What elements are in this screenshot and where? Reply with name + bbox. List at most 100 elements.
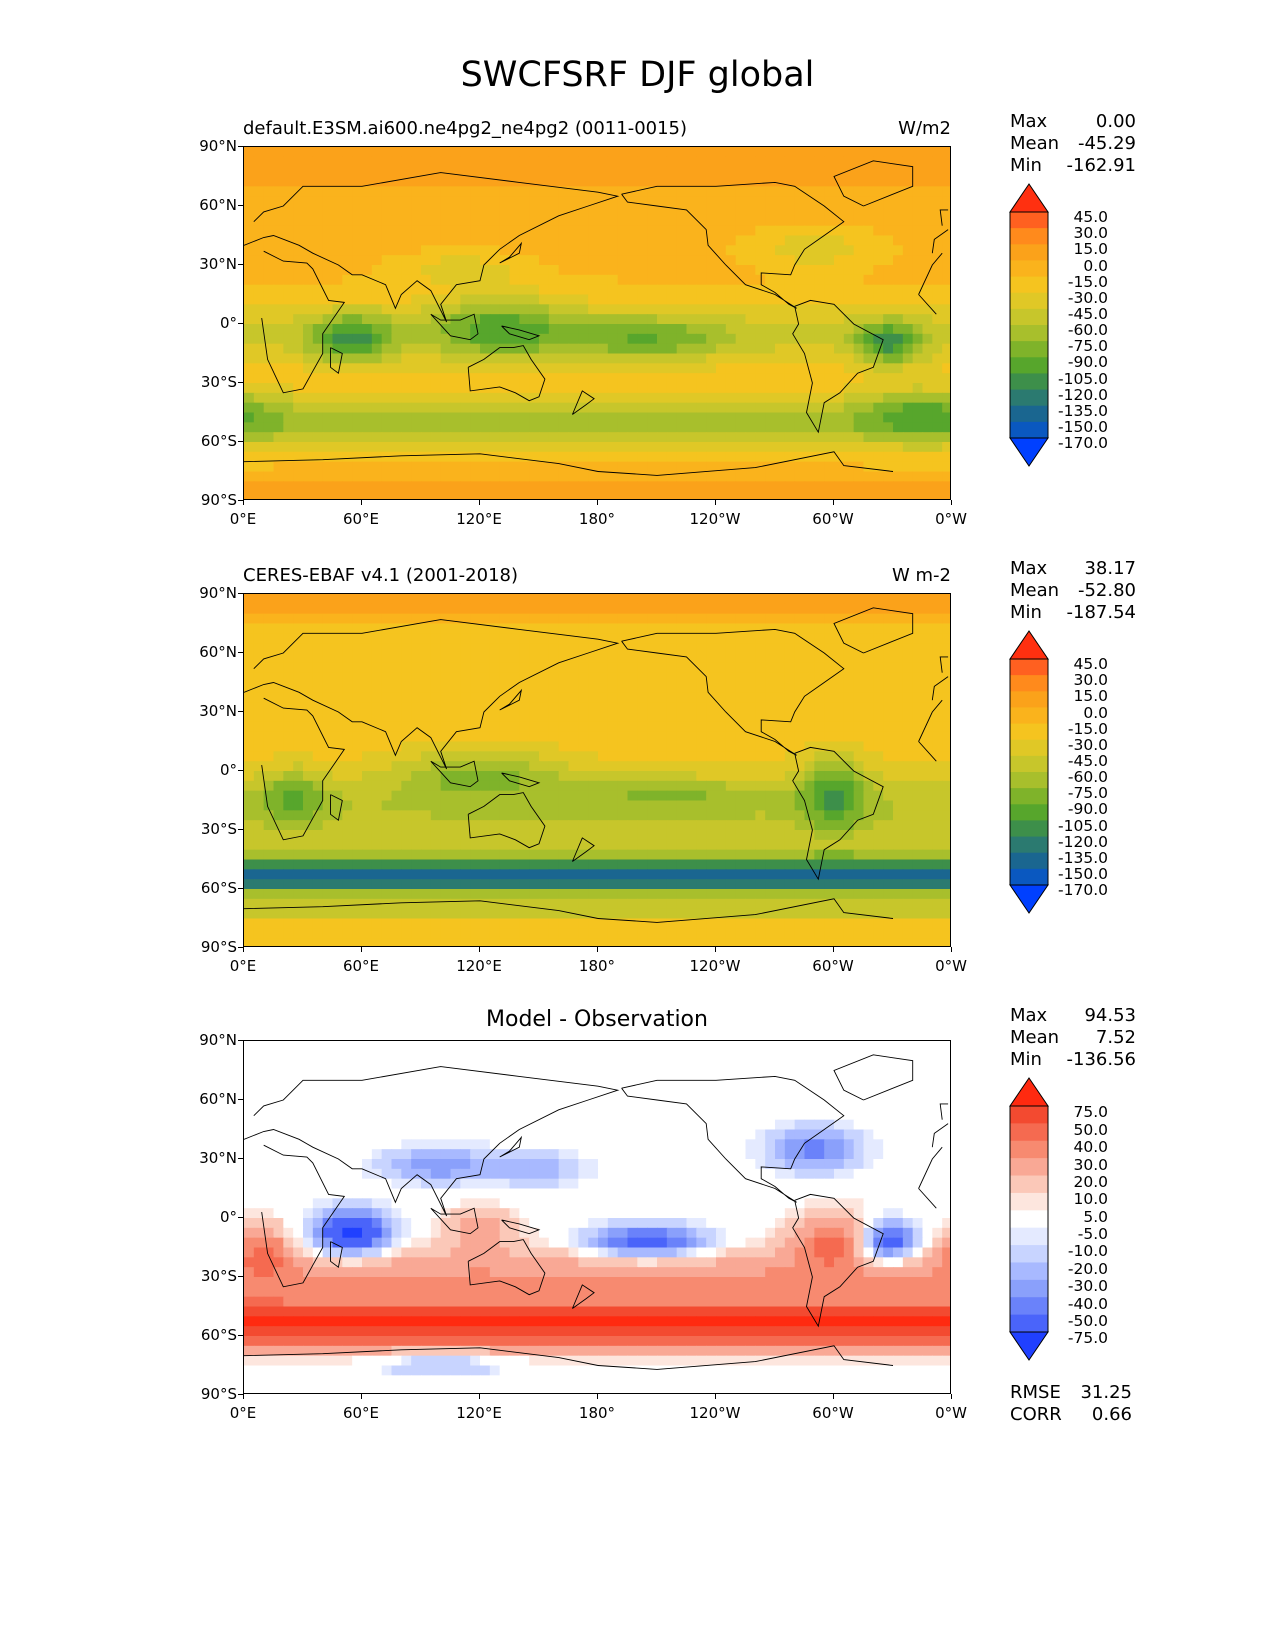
panel-0-title: default.E3SM.ai600.ne4pg2_ne4pg2 (0011-0… bbox=[243, 118, 688, 139]
field-cell bbox=[489, 373, 501, 384]
field-cell bbox=[843, 869, 855, 880]
field-cell bbox=[912, 702, 924, 713]
field-cell bbox=[391, 830, 402, 841]
field-cell bbox=[509, 879, 520, 890]
field-cell bbox=[922, 771, 933, 782]
colorbar-block bbox=[1010, 228, 1048, 245]
field-cell bbox=[735, 294, 747, 305]
field-cell bbox=[716, 412, 727, 423]
field-cell bbox=[666, 731, 678, 743]
field-cell bbox=[932, 771, 943, 782]
field-cell bbox=[489, 859, 501, 870]
field-cell bbox=[450, 741, 461, 752]
field-cell bbox=[755, 451, 766, 463]
field-cell bbox=[883, 702, 894, 713]
field-cell bbox=[932, 820, 943, 831]
field-cell bbox=[293, 461, 304, 473]
field-cell bbox=[499, 662, 511, 674]
field-cell bbox=[588, 383, 599, 394]
field-cell bbox=[735, 859, 747, 870]
y-tick-label: 90°S bbox=[200, 491, 237, 509]
field-cell bbox=[922, 761, 933, 772]
field-cell bbox=[794, 491, 806, 499]
field-cell bbox=[784, 422, 796, 433]
field-cell bbox=[784, 800, 796, 811]
field-cell bbox=[932, 859, 943, 870]
field-cell bbox=[902, 432, 914, 443]
field-cell bbox=[401, 206, 412, 217]
field-cell bbox=[489, 294, 501, 305]
field-cell bbox=[293, 731, 304, 743]
field-cell bbox=[509, 859, 520, 870]
y-tick-mark bbox=[238, 264, 243, 265]
field-cell bbox=[706, 594, 717, 605]
y-tick-label: 60°S bbox=[200, 432, 237, 450]
field-cell bbox=[647, 712, 658, 723]
field-cell bbox=[253, 712, 265, 723]
field-cell bbox=[548, 314, 560, 325]
field-cell bbox=[539, 432, 550, 443]
field-cell bbox=[647, 613, 658, 625]
field-cell bbox=[381, 196, 393, 207]
field-cell bbox=[814, 304, 825, 315]
field-cell bbox=[450, 771, 461, 782]
field-cell bbox=[558, 186, 570, 197]
field-cell bbox=[706, 333, 717, 345]
field-cell bbox=[657, 215, 668, 227]
field-cell bbox=[588, 491, 599, 499]
field-cell bbox=[421, 712, 432, 723]
field-cell bbox=[765, 653, 776, 664]
field-cell bbox=[873, 594, 884, 605]
field-cell bbox=[273, 672, 284, 684]
field-cell bbox=[598, 731, 609, 743]
field-cell bbox=[775, 751, 786, 762]
field-cell bbox=[775, 373, 786, 384]
field-cell bbox=[470, 156, 481, 168]
field-cell bbox=[824, 412, 835, 423]
field-cell bbox=[322, 265, 334, 276]
field-cell bbox=[765, 373, 776, 384]
field-cell bbox=[489, 721, 501, 733]
field-cell bbox=[460, 186, 471, 197]
field-cell bbox=[352, 166, 363, 178]
field-cell bbox=[598, 613, 609, 625]
field-cell bbox=[863, 284, 874, 296]
field-cell bbox=[480, 392, 491, 404]
field-cell bbox=[529, 314, 540, 325]
field-cell bbox=[657, 594, 668, 605]
field-cell bbox=[489, 284, 501, 296]
field-cell bbox=[244, 314, 255, 325]
field-cell bbox=[814, 721, 825, 733]
field-cell bbox=[686, 662, 697, 674]
field-cell bbox=[450, 156, 461, 168]
field-cell bbox=[843, 363, 855, 374]
field-cell bbox=[666, 451, 678, 463]
field-cell bbox=[263, 451, 275, 463]
field-cell bbox=[381, 294, 393, 305]
field-cell bbox=[863, 613, 874, 625]
field-cell bbox=[352, 790, 363, 802]
field-cell bbox=[637, 461, 648, 473]
field-cell bbox=[519, 702, 530, 713]
field-cell bbox=[519, 461, 530, 473]
field-cell bbox=[617, 402, 629, 414]
field-cell bbox=[371, 363, 383, 374]
field-cell bbox=[932, 751, 943, 762]
field-cell bbox=[352, 412, 363, 423]
field-cell bbox=[509, 343, 520, 355]
field-cell bbox=[755, 712, 766, 723]
field-cell bbox=[883, 820, 894, 831]
field-cell bbox=[853, 225, 865, 237]
field-cell bbox=[912, 176, 924, 187]
field-cell bbox=[430, 780, 442, 792]
field-cell bbox=[657, 147, 668, 158]
field-cell bbox=[627, 215, 638, 227]
field-cell bbox=[843, 780, 855, 792]
field-cell bbox=[775, 780, 786, 792]
field-cell bbox=[863, 820, 874, 831]
field-cell bbox=[657, 643, 668, 654]
field-cell bbox=[322, 879, 334, 890]
field-cell bbox=[627, 284, 638, 296]
field-cell bbox=[706, 481, 717, 492]
field-cell bbox=[814, 731, 825, 743]
